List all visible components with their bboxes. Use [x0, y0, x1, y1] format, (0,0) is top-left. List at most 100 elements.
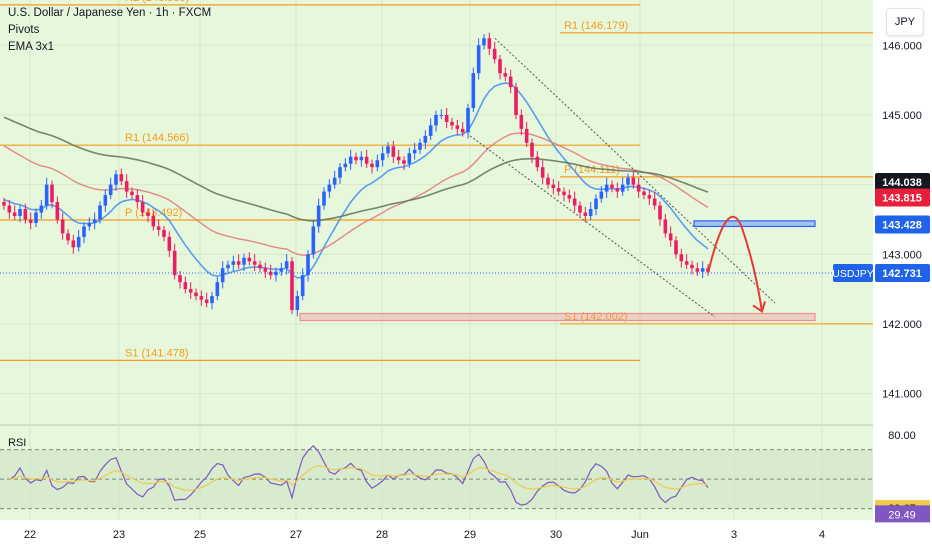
candle-body [87, 222, 92, 227]
ema-slow-line [3, 116, 709, 222]
candle-body [572, 198, 577, 206]
candle-body [28, 219, 33, 223]
candle-body [530, 142, 534, 157]
candle-body [215, 282, 220, 297]
candle-body [306, 254, 310, 276]
pivots-indicator-label[interactable]: Pivots [8, 24, 40, 36]
candle-body [588, 209, 593, 216]
candle-body [300, 275, 305, 297]
candle-body [620, 184, 625, 192]
candle-body [156, 226, 161, 230]
symbol-tag-text: USDJPY [832, 268, 873, 280]
candle-body [178, 275, 182, 283]
candle-body [652, 198, 657, 206]
price-label-text: 144.038 [882, 177, 922, 189]
candle-body [674, 240, 678, 255]
candle-body [114, 174, 118, 185]
candle-body [684, 261, 689, 265]
candle-body [172, 250, 177, 276]
candle-body [18, 209, 22, 216]
rsi-title: RSI [8, 437, 27, 449]
candle-body [252, 261, 257, 265]
candle-body [332, 177, 337, 185]
candle-body [204, 299, 209, 304]
candle-body [375, 160, 380, 168]
candle-body [396, 156, 401, 161]
candle-body [610, 184, 614, 189]
candle-body [295, 296, 300, 311]
x-tick-label: 27 [290, 529, 302, 541]
symbol-tag-box [833, 264, 873, 283]
ema-indicator-label[interactable]: EMA 3x1 [8, 41, 55, 53]
candle-body [658, 205, 662, 220]
price-label-text: 143.815 [882, 193, 922, 205]
ema-fast-line [3, 82, 709, 279]
candle-body [562, 191, 566, 196]
candle-body [119, 174, 124, 182]
candle-body [44, 184, 49, 206]
candle-body [450, 121, 454, 126]
candle-body [327, 184, 332, 192]
candle-body [199, 296, 204, 300]
candle-body [407, 153, 412, 164]
candle-body [482, 38, 486, 46]
candle-body [636, 184, 641, 192]
candle-body [7, 205, 12, 213]
candle-body [12, 212, 17, 216]
candle-body [23, 209, 28, 220]
projection-arrow [707, 215, 766, 314]
candle-body [34, 212, 38, 223]
candle-body [370, 163, 374, 168]
candle-body [434, 114, 438, 126]
candle-body [535, 156, 540, 168]
rsi-tick-label: 80.00 [888, 430, 916, 442]
candle-body [428, 125, 433, 136]
price-label-box [875, 172, 930, 191]
candle-body [194, 292, 198, 297]
candle-body [695, 268, 700, 272]
x-tick-label: 29 [464, 529, 476, 541]
candle-body [55, 202, 60, 220]
pivot-label: S1 (141.478) [125, 347, 189, 359]
candle-body [690, 264, 694, 269]
candle-body [508, 76, 513, 88]
candle-body [514, 87, 518, 115]
candle-body [82, 226, 86, 237]
rsi-value-label: 29.49 [888, 509, 916, 521]
candle-body [466, 107, 470, 133]
candle-body [231, 261, 236, 265]
price-label-box [875, 188, 930, 207]
candle-body [338, 167, 342, 178]
chart-title: U.S. Dollar / Japanese Yen · 1h · FXCM [8, 7, 212, 19]
candle-body [444, 114, 449, 122]
candle-body [66, 233, 70, 241]
candle-body [540, 167, 545, 178]
candle-body [594, 198, 598, 210]
currency-badge[interactable]: JPY [886, 8, 924, 36]
time-axis[interactable]: 22 23 25 27 28 29 30 Jun 3 4 [24, 529, 825, 541]
candle-body [242, 257, 246, 265]
candle-body [604, 184, 609, 192]
x-tick-label: 23 [113, 529, 125, 541]
x-tick-label: 25 [194, 529, 206, 541]
ema-mid-line [3, 132, 709, 256]
x-tick-label: 28 [376, 529, 388, 541]
candle-body [124, 181, 129, 192]
candle-body [39, 205, 44, 213]
candle-body [402, 160, 406, 164]
price-label-box [875, 215, 930, 234]
price-label-box [875, 264, 930, 283]
candle-body [263, 268, 268, 272]
y-tick-label: 145.000 [882, 110, 922, 122]
rsi-value-box [875, 505, 930, 523]
candle-body [412, 149, 417, 154]
candle-body [642, 191, 646, 196]
candle-body [247, 257, 252, 262]
candle-body [455, 125, 460, 129]
time-axis-background [0, 520, 932, 550]
candle-body [50, 184, 54, 203]
candle-body [626, 177, 630, 185]
candle-body [103, 195, 108, 206]
candle-body [391, 146, 396, 157]
